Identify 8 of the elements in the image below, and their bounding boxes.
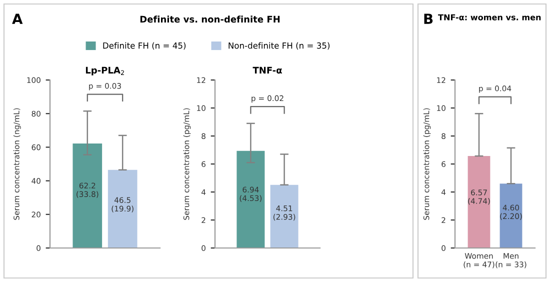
chart-title: Lp-PLA$_{2}$: [86, 66, 124, 76]
chart-title: TNF-α: [252, 66, 282, 74]
legend-label: Non-definite FH (n = 35): [228, 42, 330, 50]
text: Definite vs. non-definite FH: [140, 16, 280, 23]
text: A: [12, 14, 23, 24]
text: B: [424, 14, 433, 24]
chart-title: TNF-α: women vs. men: [438, 14, 541, 20]
legend-label: Definite FH (n = 45): [103, 42, 186, 50]
